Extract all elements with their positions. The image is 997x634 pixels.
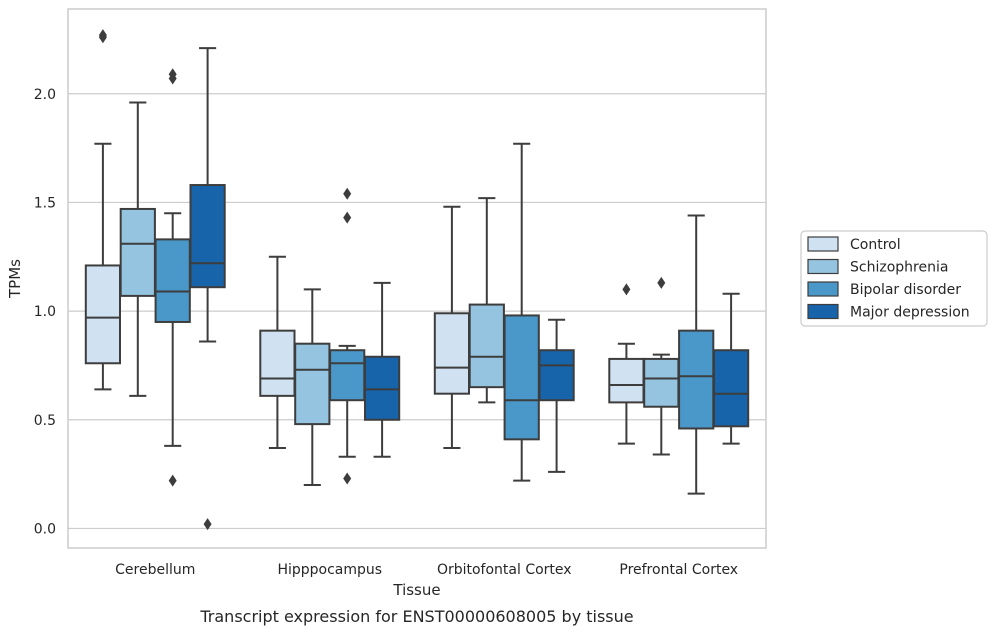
legend-label: Schizophrenia <box>850 260 948 276</box>
legend-frame <box>800 230 988 327</box>
legend-label: Major depression <box>850 305 970 321</box>
box-bipolar-disorder <box>678 214 715 495</box>
outlier-point <box>657 276 666 289</box>
box-body <box>712 349 750 428</box>
box-major-depression <box>712 292 750 445</box>
y-tick-label: 1.5 <box>34 195 56 211</box>
box-control <box>84 29 122 391</box>
x-tick-label: Cerebellum <box>115 562 195 578</box>
y-tick-label: 0.0 <box>34 521 56 537</box>
outlier-point <box>98 29 107 42</box>
box-body <box>678 329 715 430</box>
box-body <box>119 207 156 297</box>
box-schizophrenia <box>643 276 680 456</box>
box-schizophrenia <box>468 197 505 404</box>
box-control <box>608 283 645 445</box>
box-control <box>433 205 471 450</box>
box-body <box>363 355 401 421</box>
x-tick-label: Hipppocampus <box>277 562 382 578</box>
box-body <box>468 303 505 389</box>
box-major-depression <box>538 318 575 473</box>
chart-caption: Transcript expression for ENST0000060800… <box>199 607 633 626</box>
legend-label: Bipolar disorder <box>850 282 961 298</box>
legend-swatch <box>807 303 839 320</box>
outlier-point <box>343 211 352 224</box>
box-schizophrenia <box>119 101 156 397</box>
y-axis: 0.0 0.5 1.0 1.5 2.0 <box>34 87 56 538</box>
x-axis-label: Tissue <box>392 581 440 599</box>
box-schizophrenia <box>294 288 331 486</box>
outlier-point <box>343 187 352 200</box>
box-major-depression <box>189 47 226 531</box>
y-tick-label: 1.0 <box>34 304 56 320</box>
plot-area <box>67 8 767 549</box>
box-bipolar-disorder <box>503 142 540 482</box>
box-body <box>538 349 575 402</box>
legend-swatch <box>807 281 839 297</box>
outlier-point <box>622 283 631 296</box>
box-body <box>294 342 331 426</box>
box-body <box>433 312 471 395</box>
box-major-depression <box>363 281 401 458</box>
box-body <box>259 329 296 397</box>
box-body <box>643 357 680 408</box>
y-tick-label: 0.5 <box>34 413 56 429</box>
box-bipolar-disorder <box>329 187 366 485</box>
legend-swatch <box>807 258 839 275</box>
box-bipolar-disorder <box>154 68 191 487</box>
box-body <box>503 314 540 441</box>
box-control <box>259 255 296 450</box>
box-body <box>84 264 122 365</box>
legend: Control Schizophrenia Bipolar disorder Majo… <box>800 230 988 327</box>
box-body <box>189 184 226 289</box>
outlier-point <box>343 472 352 485</box>
y-axis-label: TPMs <box>6 259 24 299</box>
x-tick-label: Prefrontal Cortex <box>619 562 738 578</box>
box-body <box>329 349 366 402</box>
legend-swatch <box>807 236 839 252</box>
outlier-point <box>203 518 212 531</box>
outlier-point <box>168 68 177 81</box>
box-body <box>608 357 645 404</box>
x-tick-label: Orbitofontal Cortex <box>437 562 572 578</box>
outlier-point <box>168 474 177 487</box>
y-tick-label: 2.0 <box>34 87 56 103</box>
legend-label: Control <box>850 237 901 253</box>
x-axis: Cerebellum Hipppocampus Orbitofontal Corte… <box>115 562 738 578</box>
box-body <box>154 238 191 323</box>
box-plots <box>84 29 750 531</box>
